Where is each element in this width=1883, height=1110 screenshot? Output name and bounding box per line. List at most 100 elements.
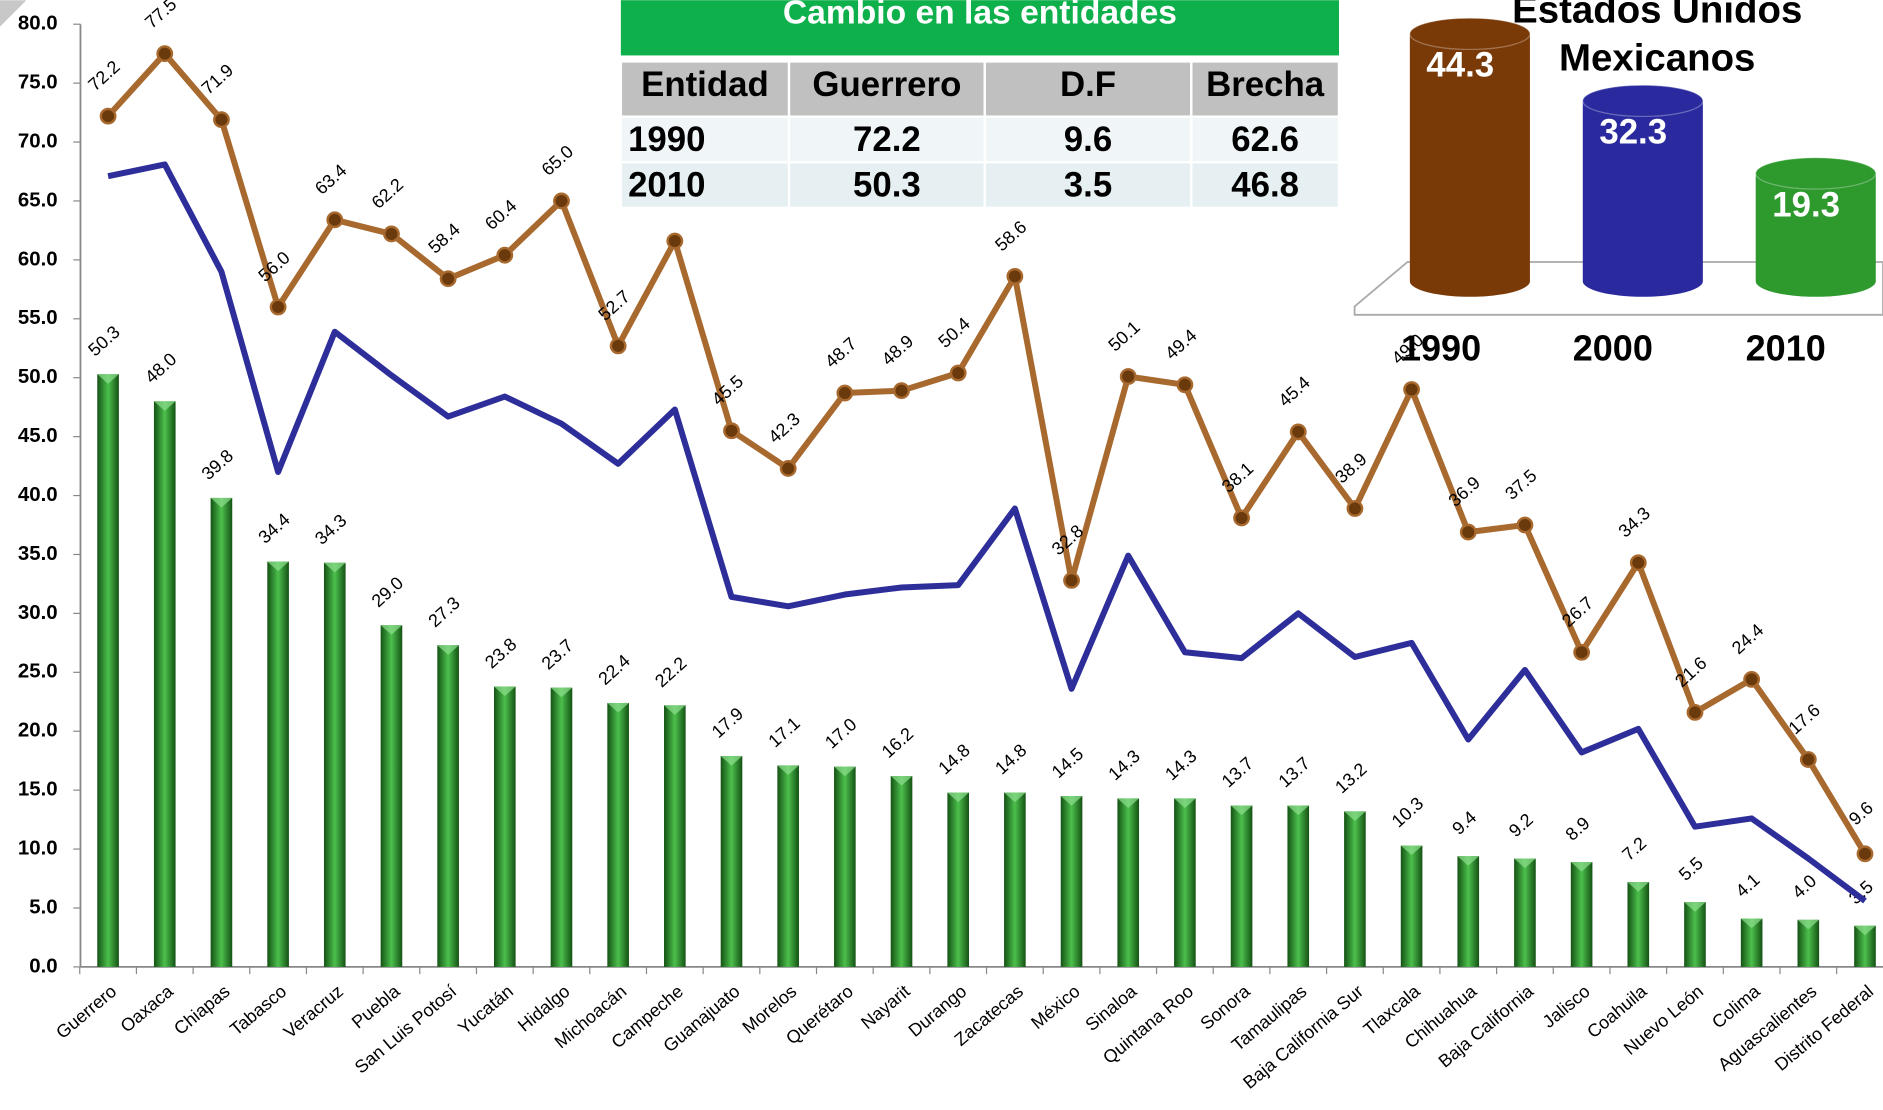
bar-cap	[550, 687, 573, 698]
line-series	[107, 161, 1867, 904]
x-tick-label: Distrito Federal	[1771, 981, 1877, 1075]
line-marker	[779, 460, 797, 477]
line-marker	[1516, 516, 1534, 534]
bar-cap	[267, 561, 289, 572]
bar-value-label: 13.7	[1218, 753, 1257, 791]
bar-cap	[1854, 925, 1876, 936]
bar-cap	[607, 702, 629, 713]
line-value-label: 62.2	[368, 174, 407, 212]
bar	[777, 765, 799, 967]
bar-value-label: 14.8	[991, 740, 1030, 778]
bar-value-label: 17.0	[821, 714, 860, 752]
table-cell	[985, 163, 1191, 207]
bar	[1684, 902, 1706, 967]
bar	[437, 645, 459, 967]
table-cell	[622, 117, 788, 162]
bar-cap	[1117, 798, 1140, 809]
bar	[550, 687, 573, 967]
bar-cap	[1400, 845, 1423, 856]
bar-value-label: 7.2	[1618, 833, 1650, 865]
bar-value-label: 50.3	[84, 322, 123, 360]
y-tick-label: 70.0	[18, 130, 58, 152]
bar	[1400, 845, 1423, 967]
bar-cap	[834, 766, 856, 777]
x-tick-label: Veracruz	[280, 981, 347, 1042]
line-marker	[1006, 267, 1024, 285]
corner-decoration	[0, 0, 27, 27]
table-cell-text: 46.8	[1231, 166, 1299, 205]
line-marker	[1573, 643, 1591, 661]
bar-value-label: 9.4	[1448, 807, 1480, 839]
bar-value-label: 5.5	[1675, 853, 1707, 885]
bar-cap	[210, 497, 233, 508]
bar-value-label: 14.3	[1104, 746, 1143, 784]
bar-value-label: 29.0	[368, 573, 407, 611]
table-cell	[1192, 163, 1338, 207]
table-title-bg	[620, 0, 1339, 56]
y-tick-label: 40.0	[18, 484, 58, 506]
bar	[1004, 792, 1026, 967]
y-tick-label: 20.0	[18, 720, 58, 742]
line-marker	[1346, 500, 1364, 517]
bar-value-label: 13.7	[1275, 753, 1314, 791]
inset-title: Estados Unidos	[1512, 0, 1802, 31]
table-header-cell	[985, 62, 1191, 116]
line-value-label: 50.4	[934, 313, 973, 351]
line-marker	[1063, 571, 1080, 589]
bar	[1627, 882, 1650, 967]
line-value-label: 37.5	[1501, 465, 1540, 503]
bar-cap	[1060, 796, 1083, 806]
bar	[834, 766, 856, 967]
cylinder	[1409, 33, 1530, 297]
line-marker	[836, 384, 854, 402]
bar-cap	[664, 705, 686, 715]
bar	[1230, 805, 1253, 967]
y-tick-label: 30.0	[18, 602, 58, 624]
bar	[607, 702, 629, 967]
line-value-label: 24.4	[1728, 620, 1767, 658]
line-marker	[1743, 670, 1761, 688]
cylinder-value-label: 44.3	[1426, 46, 1494, 85]
bar	[380, 625, 403, 967]
inset-chart: Estados Unidos Mexicanos 44.3 1990 32.3 2000 1…	[1353, 0, 1883, 368]
y-tick-label: 80.0	[18, 13, 58, 35]
bar	[1174, 798, 1196, 967]
bar-value-label: 17.9	[708, 704, 747, 742]
bar-value-label: 14.8	[934, 740, 973, 778]
cylinder-top	[1755, 157, 1877, 190]
bar	[323, 562, 346, 967]
table-title: Cambio en las entidades	[783, 0, 1177, 31]
line-marker	[1233, 509, 1250, 527]
line-marker	[553, 192, 570, 210]
line-value-label: 77.5	[141, 0, 180, 32]
inset-category-label: 1990	[1401, 327, 1481, 368]
line-marker	[609, 337, 627, 355]
cylinder-value-label: 19.3	[1772, 185, 1840, 224]
bar-cap	[947, 792, 970, 803]
bar-value-label: 22.4	[594, 651, 633, 689]
line-marker	[1176, 376, 1194, 394]
table-header-cell	[1192, 62, 1338, 116]
bar	[890, 776, 913, 967]
line-marker	[893, 382, 910, 400]
x-tick-label: Aguascalientes	[1714, 981, 1820, 1075]
table-cell-text: 1990	[628, 120, 705, 159]
y-tick-label: 75.0	[18, 72, 58, 94]
cylinder-top	[1582, 84, 1704, 118]
y-tick-label: 25.0	[18, 661, 58, 683]
bar-value-label: 4.1	[1732, 870, 1764, 902]
x-tick-label: Guerrero	[52, 981, 120, 1043]
bar-cap	[437, 645, 459, 655]
line-marker	[156, 45, 174, 63]
y-tick-label: 55.0	[18, 307, 58, 329]
bar-value-label: 9.2	[1505, 809, 1537, 841]
y-tick-label: 0.0	[29, 955, 57, 977]
table-header: Entidad	[641, 65, 769, 104]
table-cell	[985, 117, 1191, 162]
line-value-label: 36.9	[1445, 472, 1484, 510]
line-value-label: 60.4	[481, 196, 520, 234]
line-value-label: 72.2	[84, 56, 123, 94]
line-marker	[213, 111, 230, 129]
table-header: D.F	[1060, 65, 1116, 104]
bar	[1457, 856, 1480, 967]
